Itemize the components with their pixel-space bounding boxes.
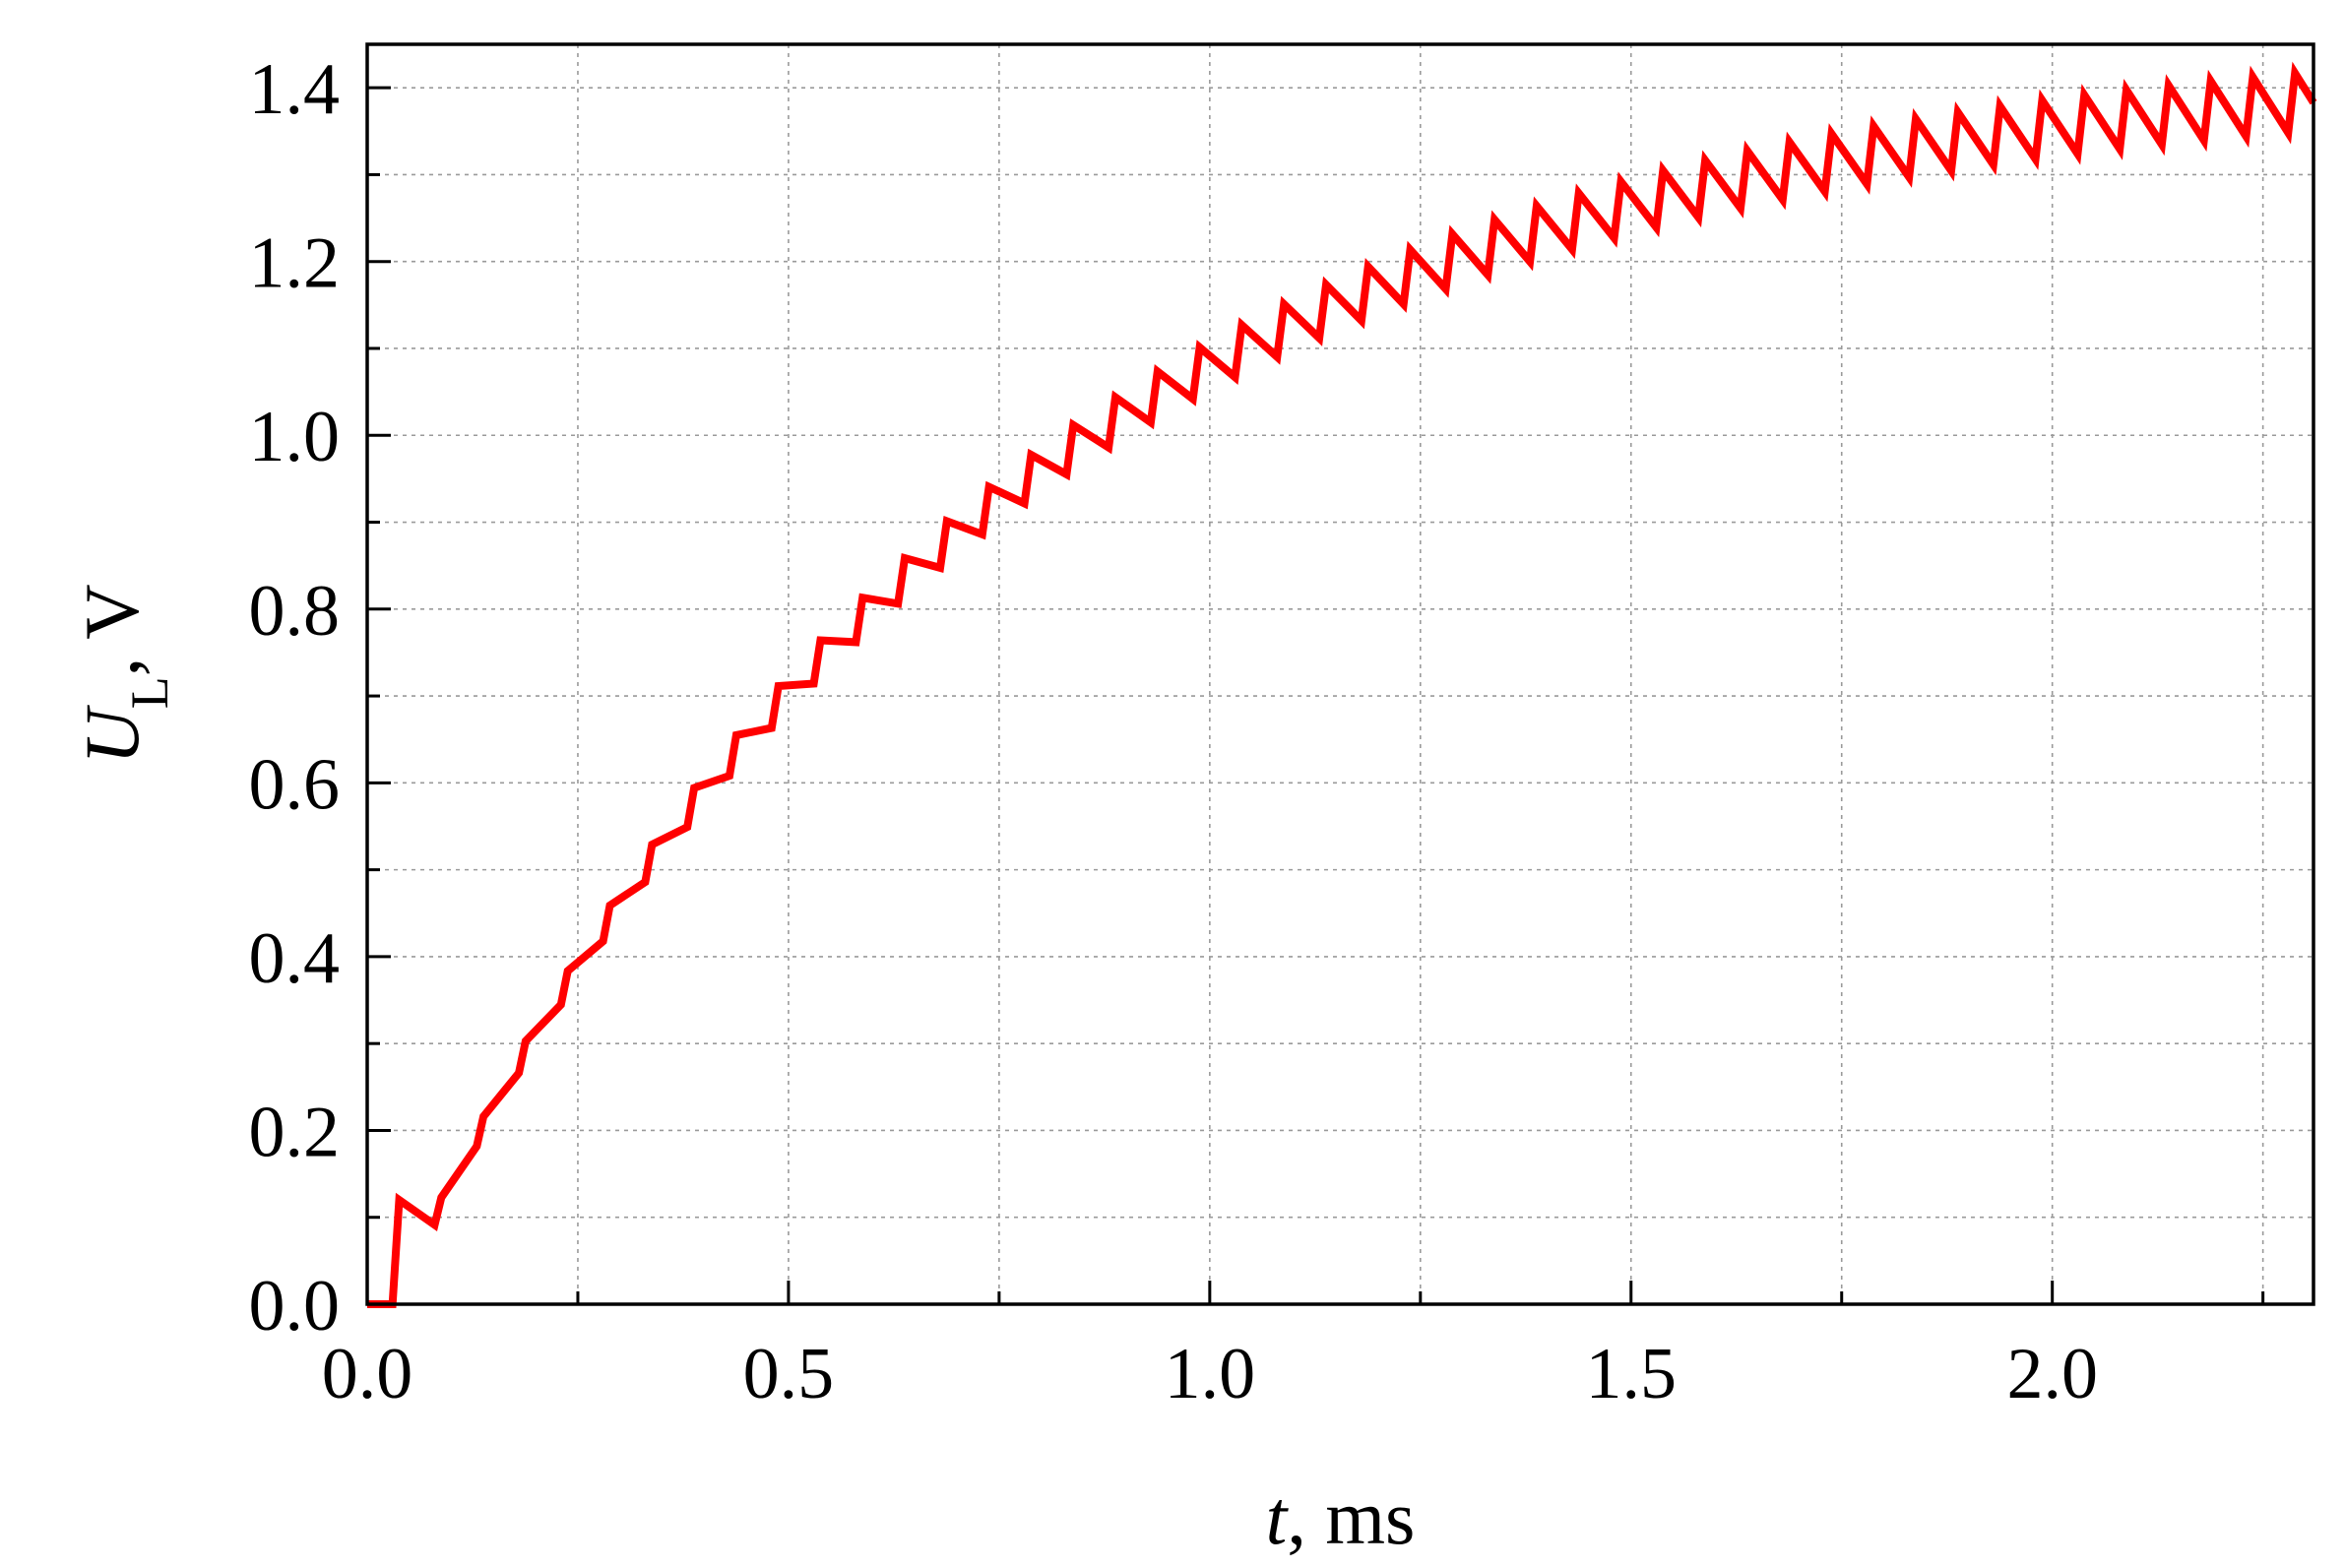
y-tick-label: 1.0 — [249, 397, 341, 477]
x-tick-label: 2.0 — [2006, 1334, 2098, 1414]
y-tick-label: 1.4 — [249, 49, 341, 130]
x-tick-label: 0.0 — [322, 1334, 413, 1414]
axis-ticks — [365, 86, 2265, 1306]
y-axis-sub: L — [120, 676, 179, 709]
x-tick-label: 0.5 — [743, 1334, 835, 1414]
y-tick-label: 0.0 — [249, 1266, 341, 1347]
grid — [367, 44, 2313, 1304]
x-tick-label: 1.0 — [1165, 1334, 1256, 1414]
y-tick-label: 1.2 — [249, 223, 341, 304]
y-axis-var: U — [69, 705, 155, 765]
y-axis-rest: , V — [69, 584, 155, 676]
plot-frame — [365, 42, 2315, 1306]
y-tick-label: 0.2 — [249, 1092, 341, 1172]
y-tick-label: 0.4 — [249, 918, 341, 999]
y-tick-label: 0.8 — [249, 571, 341, 652]
y-tick-label: 0.6 — [249, 744, 341, 825]
x-tick-label: 1.5 — [1586, 1334, 1678, 1414]
series-line — [367, 61, 2317, 1308]
x-axis-var: t — [1266, 1474, 1290, 1560]
series-group — [367, 61, 2317, 1308]
y-axis-title: UL, V — [69, 584, 179, 764]
tick-labels: 0.0 0.5 1.0 1.5 2.0 0.0 0.2 0.4 0.6 0.8 1.0 1.2 1.4 — [249, 49, 2098, 1414]
x-axis-rest: , ms — [1287, 1474, 1415, 1560]
x-axis-title: t, ms — [1266, 1474, 1416, 1560]
